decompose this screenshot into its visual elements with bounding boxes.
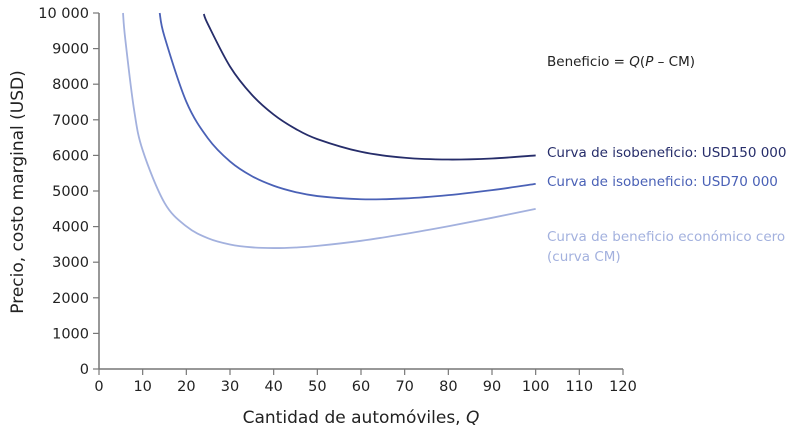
- x-tick-label: 50: [308, 379, 326, 395]
- y-tick-label: 5000: [52, 184, 89, 200]
- x-tick-label: 90: [483, 379, 501, 395]
- series-line-1: [158, 12, 536, 201]
- x-tick-label: 70: [395, 379, 413, 395]
- legend-zero-profit: Curva de beneficio económico cero: [547, 229, 785, 245]
- x-tick-label: 10: [133, 379, 151, 395]
- series-line-2: [122, 12, 536, 249]
- series-line-0: [202, 13, 536, 161]
- legend-isoprofit-150000: Curva de isobeneficio: USD150 000: [547, 145, 786, 161]
- x-tick-label: 20: [177, 379, 195, 395]
- x-tick-label: 120: [609, 379, 637, 395]
- x-tick-label: 80: [439, 379, 457, 395]
- y-axis-title: Precio, costo marginal (USD): [8, 70, 28, 313]
- y-tick-label: 3000: [52, 255, 89, 271]
- y-tick-label: 0: [80, 362, 89, 378]
- legend-isoprofit-70000: Curva de isobeneficio: USD70 000: [547, 174, 778, 190]
- x-tick-label: 40: [264, 379, 282, 395]
- x-tick-label: 60: [352, 379, 370, 395]
- y-tick-label: 4000: [52, 220, 89, 236]
- y-tick-label: 7000: [52, 113, 89, 129]
- x-tick-label: 100: [522, 379, 550, 395]
- y-tick-label: 9000: [52, 42, 89, 58]
- profit-formula: Beneficio = Q(P – CM): [547, 54, 695, 70]
- y-tick-label: 6000: [52, 148, 89, 164]
- curves: [122, 12, 536, 249]
- x-tick-label: 0: [94, 379, 103, 395]
- x-axis-title: Cantidad de automóviles, Q: [243, 408, 480, 428]
- x-tick-label: 30: [221, 379, 239, 395]
- y-tick-label: 10 000: [38, 6, 89, 22]
- y-tick-label: 2000: [52, 291, 89, 307]
- x-tick-label: 110: [565, 379, 593, 395]
- legend-zero-profit-line2: (curva CM): [547, 249, 621, 265]
- y-tick-label: 8000: [52, 77, 89, 93]
- y-tick-label: 1000: [52, 326, 89, 342]
- axes: 0 10 20 30 40 50 60 70 80 90 100 110 120 0 1000 2000 300…: [38, 6, 637, 395]
